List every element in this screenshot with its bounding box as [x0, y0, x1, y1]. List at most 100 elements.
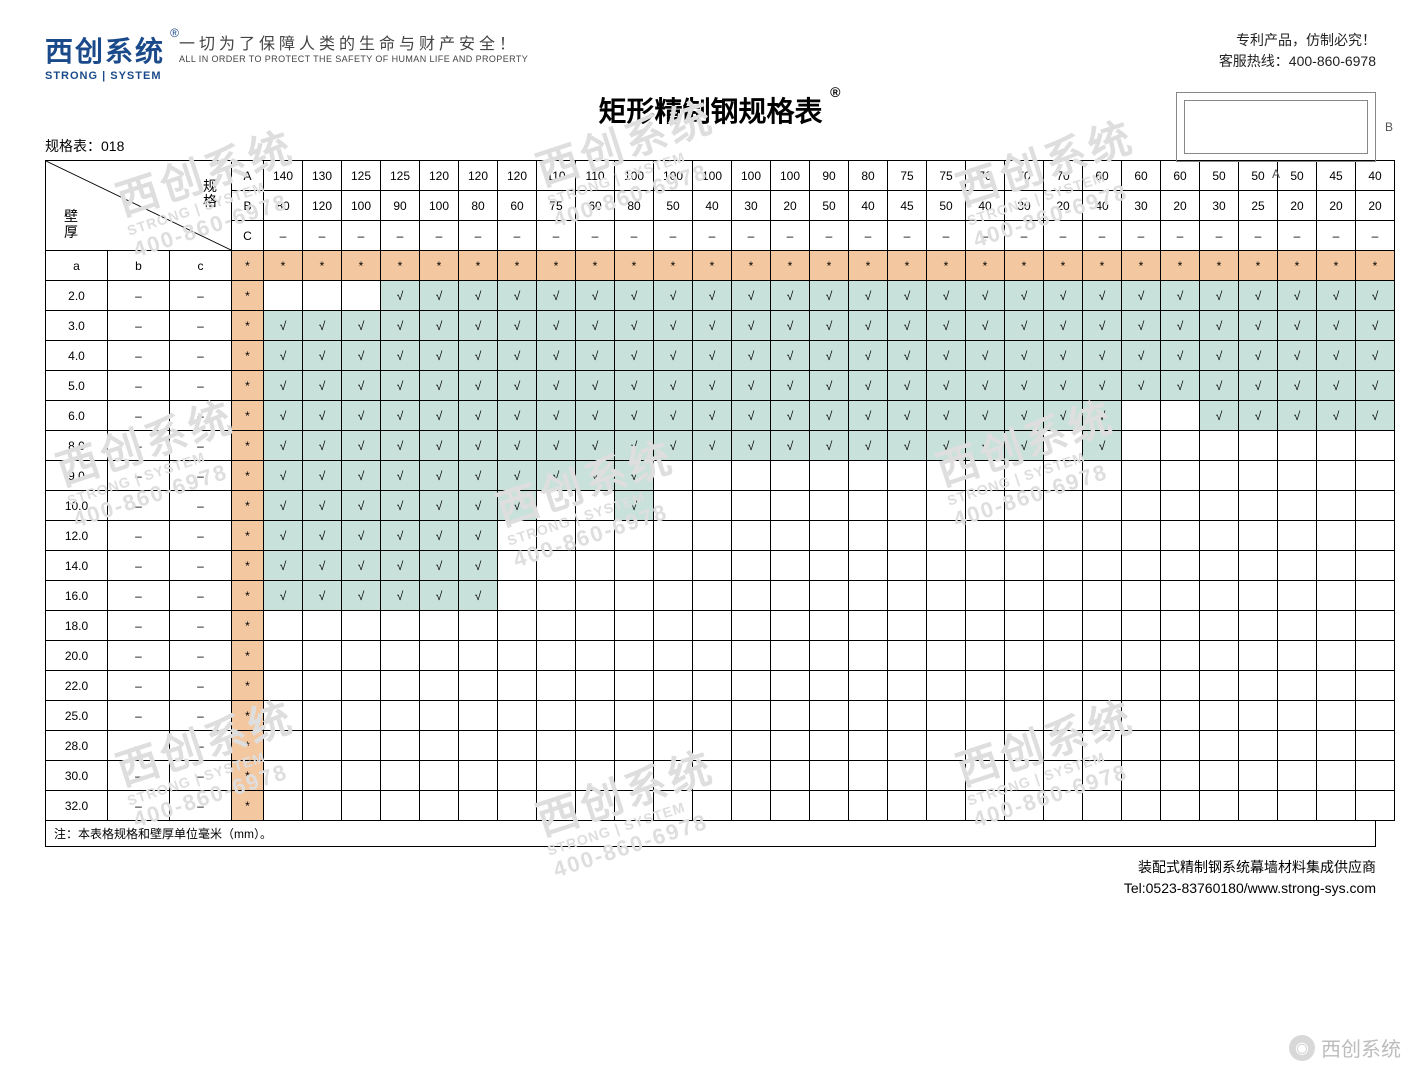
cell-17-19: [1005, 791, 1044, 821]
cell-15-14: [810, 731, 849, 761]
spec-b-17: 50: [927, 191, 966, 221]
cell-6-20: [1044, 461, 1083, 491]
cell-1-6: √: [498, 311, 537, 341]
cell-12-2: [342, 641, 381, 671]
cell-14-20: [1044, 701, 1083, 731]
cell-14-22: [1122, 701, 1161, 731]
cell-2-3: √: [381, 341, 420, 371]
spec-c-11: –: [693, 221, 732, 251]
cell-6-10: [654, 461, 693, 491]
cell-3-10: √: [654, 371, 693, 401]
cell-7-13: [771, 491, 810, 521]
cell-6-12: [732, 461, 771, 491]
cell-9-1: √: [303, 551, 342, 581]
spec-c-28: –: [1356, 221, 1395, 251]
cell-3-11: √: [693, 371, 732, 401]
star-col-15: *: [849, 251, 888, 281]
cell-16-28: [1356, 761, 1395, 791]
cell-2-23: √: [1161, 341, 1200, 371]
cell-15-5: [459, 731, 498, 761]
cell-1-2: √: [342, 311, 381, 341]
cell-10-1: √: [303, 581, 342, 611]
cell-3-0: √: [264, 371, 303, 401]
cell-11-14: [810, 611, 849, 641]
cell-6-18: [966, 461, 1005, 491]
cell-17-16: [888, 791, 927, 821]
row-star-17: *: [232, 791, 264, 821]
cell-16-19: [1005, 761, 1044, 791]
cell-4-19: √: [1005, 401, 1044, 431]
row-b-7: –: [108, 491, 170, 521]
cell-5-3: √: [381, 431, 420, 461]
spec-table: 规格壁厚A14013012512512012012011011010010010…: [45, 160, 1395, 821]
cell-10-2: √: [342, 581, 381, 611]
cell-15-15: [849, 731, 888, 761]
row-c-2: –: [170, 341, 232, 371]
page-title: 矩形精制钢规格表 ®: [598, 90, 822, 130]
cell-8-12: [732, 521, 771, 551]
cell-11-28: [1356, 611, 1395, 641]
cell-3-13: √: [771, 371, 810, 401]
cell-17-28: [1356, 791, 1395, 821]
cell-17-15: [849, 791, 888, 821]
hdr-b: b: [108, 251, 170, 281]
cell-12-28: [1356, 641, 1395, 671]
spec-c-8: –: [576, 221, 615, 251]
spec-c-26: –: [1278, 221, 1317, 251]
spec-c-6: –: [498, 221, 537, 251]
cell-13-15: [849, 671, 888, 701]
cell-15-28: [1356, 731, 1395, 761]
cell-6-0: √: [264, 461, 303, 491]
spec-b-15: 40: [849, 191, 888, 221]
cell-2-6: √: [498, 341, 537, 371]
row-b-8: –: [108, 521, 170, 551]
dim-label-a: A: [232, 161, 264, 191]
spec-a-10: 100: [654, 161, 693, 191]
cell-1-14: √: [810, 311, 849, 341]
cell-17-9: [615, 791, 654, 821]
cell-5-4: √: [420, 431, 459, 461]
cell-5-2: √: [342, 431, 381, 461]
row-b-14: –: [108, 701, 170, 731]
spec-a-20: 70: [1044, 161, 1083, 191]
cell-14-17: [927, 701, 966, 731]
cell-17-12: [732, 791, 771, 821]
cell-11-10: [654, 611, 693, 641]
row-b-16: –: [108, 761, 170, 791]
cell-3-7: √: [537, 371, 576, 401]
cell-4-16: √: [888, 401, 927, 431]
cell-4-21: √: [1083, 401, 1122, 431]
cell-13-26: [1278, 671, 1317, 701]
cell-10-7: [537, 581, 576, 611]
cell-16-8: [576, 761, 615, 791]
cell-11-22: [1122, 611, 1161, 641]
row-c-11: –: [170, 611, 232, 641]
cell-9-25: [1239, 551, 1278, 581]
cell-16-6: [498, 761, 537, 791]
cell-6-8: √: [576, 461, 615, 491]
star-col-8: *: [576, 251, 615, 281]
row-c-14: –: [170, 701, 232, 731]
cell-17-18: [966, 791, 1005, 821]
cell-0-21: √: [1083, 281, 1122, 311]
row-star-3: *: [232, 371, 264, 401]
spec-b-20: 20: [1044, 191, 1083, 221]
cell-2-7: √: [537, 341, 576, 371]
row-a-2: 4.0: [46, 341, 108, 371]
cell-8-2: √: [342, 521, 381, 551]
cell-11-19: [1005, 611, 1044, 641]
spec-a-1: 130: [303, 161, 342, 191]
cell-6-22: [1122, 461, 1161, 491]
row-star-15: *: [232, 731, 264, 761]
spec-c-21: –: [1083, 221, 1122, 251]
star-col-4: *: [420, 251, 459, 281]
cell-2-21: √: [1083, 341, 1122, 371]
cell-10-17: [927, 581, 966, 611]
cell-6-9: √: [615, 461, 654, 491]
cell-1-19: √: [1005, 311, 1044, 341]
cell-0-24: √: [1200, 281, 1239, 311]
cell-4-2: √: [342, 401, 381, 431]
cell-8-4: √: [420, 521, 459, 551]
cell-5-21: √: [1083, 431, 1122, 461]
cell-14-11: [693, 701, 732, 731]
